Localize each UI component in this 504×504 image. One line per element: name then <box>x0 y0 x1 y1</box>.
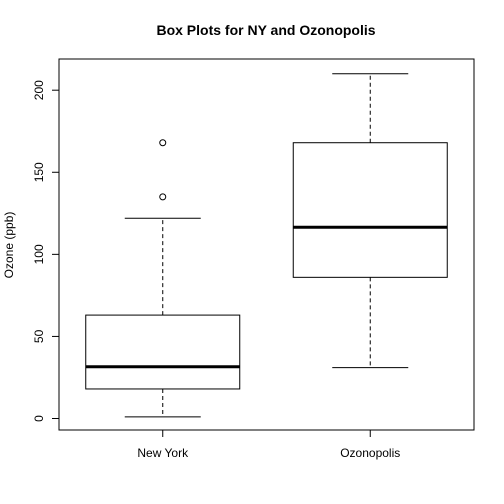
y-tick-label: 150 <box>32 162 46 182</box>
y-tick-label: 200 <box>32 80 46 100</box>
y-tick-label: 50 <box>32 329 46 343</box>
y-tick-label: 0 <box>32 415 46 422</box>
x-tick-label: New York <box>137 446 189 460</box>
chart-title: Box Plots for NY and Ozonopolis <box>156 22 375 38</box>
y-axis-label: Ozone (ppb) <box>2 212 16 279</box>
outlier-point <box>159 193 167 201</box>
box-iqr <box>292 142 448 278</box>
x-axis: New York Ozonopolis <box>137 429 400 460</box>
outlier-point <box>159 139 167 147</box>
box-iqr <box>85 314 241 390</box>
boxes-layer <box>85 73 448 418</box>
y-tick-label: 100 <box>32 244 46 264</box>
y-axis: 0 50 100 150 200 <box>32 80 60 422</box>
x-tick-label: Ozonopolis <box>340 446 400 460</box>
